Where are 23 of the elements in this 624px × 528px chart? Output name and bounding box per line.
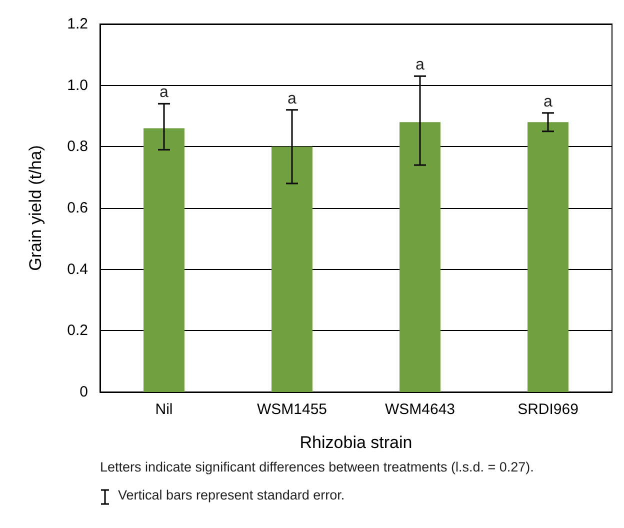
annotation: a	[288, 90, 297, 108]
y-tick-label: 1.0	[67, 76, 88, 94]
x-tick-label: Nil	[155, 401, 173, 418]
text: Letters indicate significant differences between treatments (l.s.d. = 0.27).	[100, 460, 534, 474]
text: Vertical bars represent standard error.	[118, 488, 345, 502]
bar	[528, 122, 568, 392]
y-tick-label: 0.2	[67, 322, 88, 340]
annotation: a	[160, 84, 169, 102]
y-axis-title: Grain yield (t/ha)	[26, 145, 45, 271]
x-axis-title: Rhizobia strain	[300, 433, 412, 452]
bar	[400, 122, 440, 392]
annotation: a	[544, 93, 553, 110]
x-tick-label: SRDI969	[518, 401, 578, 418]
y-tick-label: 0.8	[67, 138, 88, 156]
y-tick-label: 0.6	[67, 200, 88, 216]
y-tick-label: 0.4	[67, 260, 88, 278]
x-tick-label: WSM1455	[256, 401, 328, 418]
bar	[144, 128, 184, 392]
y-tick-label: 0	[80, 384, 88, 400]
annotation: a	[416, 56, 425, 74]
bar	[272, 146, 312, 392]
x-tick-label: WSM4643	[384, 401, 456, 418]
y-tick-label: 1.2	[67, 16, 88, 32]
